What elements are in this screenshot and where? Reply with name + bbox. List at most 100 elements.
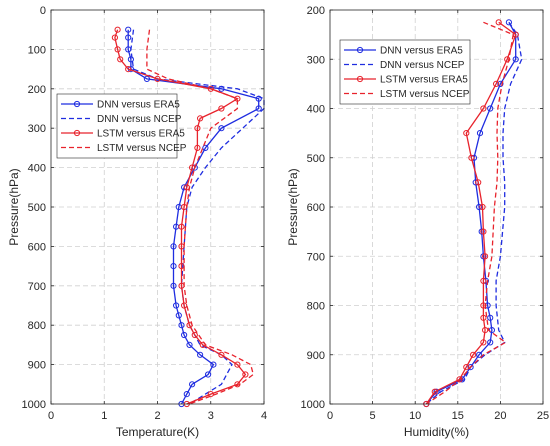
legend-entry-label: DNN versus ERA5 (380, 46, 463, 57)
series-line-1 (425, 21, 517, 405)
data-point (202, 144, 209, 151)
data-point (255, 105, 262, 112)
data-point (186, 341, 193, 348)
data-point (480, 339, 487, 346)
data-point (170, 243, 177, 250)
data-point (127, 56, 134, 63)
y-tick-label: 400 (28, 163, 46, 175)
data-point (170, 282, 177, 289)
y-tick-label: 300 (28, 123, 46, 135)
data-point (210, 361, 217, 368)
y-tick-label: 100 (28, 44, 46, 56)
data-point (191, 331, 198, 339)
data-point (117, 56, 124, 63)
legend-entry-label: LSTM versus ERA5 (97, 129, 185, 140)
data-point (476, 351, 483, 358)
x-tick-label: 0 (327, 410, 333, 422)
legend-entry-label: DNN versus NCEP (97, 114, 182, 125)
x-tick-label: 4 (261, 410, 267, 422)
y-tick-label: 700 (28, 281, 46, 293)
legend-swatch-marker (73, 129, 81, 137)
x-tick-label: 15 (452, 410, 464, 422)
x-axis-label: Humidity(%) (404, 425, 469, 439)
data-point (480, 277, 487, 284)
data-point (476, 130, 484, 137)
data-point (181, 302, 188, 309)
data-point (487, 339, 494, 346)
x-tick-label: 5 (370, 410, 376, 422)
data-point (242, 371, 249, 378)
y-tick-label: 900 (307, 350, 325, 362)
data-point (197, 115, 204, 122)
data-point (505, 19, 512, 26)
y-tick-label: 0 (40, 5, 46, 17)
legend: DNN versus ERA5 DNN versus NCEP LSTM versu… (56, 93, 187, 159)
data-point (114, 46, 121, 53)
legend-swatch-marker (356, 46, 364, 54)
legend-entry-label: LSTM versus NCEP (380, 89, 470, 100)
legend-swatch-marker (73, 100, 81, 108)
data-point (487, 314, 494, 321)
data-point (175, 312, 182, 319)
series-line-3 (114, 29, 247, 405)
data-point (194, 125, 201, 132)
data-point (170, 263, 177, 270)
y-tick-label: 1000 (301, 399, 325, 411)
series-line-3 (425, 21, 517, 405)
legend-entry-label: DNN versus ERA5 (97, 100, 180, 111)
data-point (463, 364, 470, 371)
series-line-4 (146, 29, 255, 405)
data-point (480, 253, 487, 260)
data-point (475, 179, 482, 186)
legend: DNN versus ERA5 DNN versus NCEP LSTM versu… (339, 39, 471, 105)
y-tick-label: 300 (307, 54, 325, 66)
data-point (194, 144, 201, 151)
legend-entry-label: LSTM versus ERA5 (380, 75, 468, 86)
data-point (463, 130, 470, 137)
series-line-2 (130, 29, 265, 405)
y-axis-label: Pressure(hPa) (286, 168, 300, 245)
legend-entry-label: LSTM versus NCEP (97, 143, 187, 154)
data-point (125, 66, 132, 73)
y-axis-label: Pressure(hPa) (7, 168, 21, 245)
y-tick-label: 600 (307, 202, 325, 214)
data-point (478, 228, 485, 235)
y-tick-label: 400 (307, 104, 325, 116)
data-point (493, 80, 500, 88)
y-tick-label: 500 (307, 153, 325, 165)
data-point (183, 391, 190, 398)
data-point (197, 351, 204, 358)
y-tick-label: 200 (28, 84, 46, 96)
data-point (504, 56, 511, 63)
data-point (178, 223, 185, 230)
data-point (234, 361, 241, 368)
data-point (207, 391, 214, 398)
data-point (189, 381, 196, 388)
y-tick-label: 1000 (22, 399, 46, 411)
data-point (125, 34, 132, 41)
x-tick-label: 20 (494, 410, 506, 422)
data-point (154, 75, 161, 83)
y-tick-label: 600 (28, 241, 46, 253)
series-line-4 (425, 21, 514, 405)
data-point (480, 105, 487, 112)
data-point (487, 105, 494, 112)
x-tick-label: 2 (154, 410, 160, 422)
y-tick-label: 800 (307, 301, 325, 313)
data-point (476, 203, 483, 211)
x-tick-label: 10 (409, 410, 421, 422)
y-tick-label: 900 (28, 360, 46, 372)
data-point (114, 26, 121, 33)
data-point (173, 302, 180, 309)
data-point (218, 351, 225, 358)
data-point (181, 331, 188, 339)
x-tick-label: 25 (537, 410, 549, 422)
legend-entry-label: DNN versus NCEP (380, 60, 465, 71)
data-point (433, 388, 440, 395)
data-point (205, 371, 212, 378)
y-tick-label: 200 (307, 5, 325, 17)
data-point (143, 75, 150, 83)
data-point (468, 154, 475, 161)
data-point (218, 105, 225, 112)
